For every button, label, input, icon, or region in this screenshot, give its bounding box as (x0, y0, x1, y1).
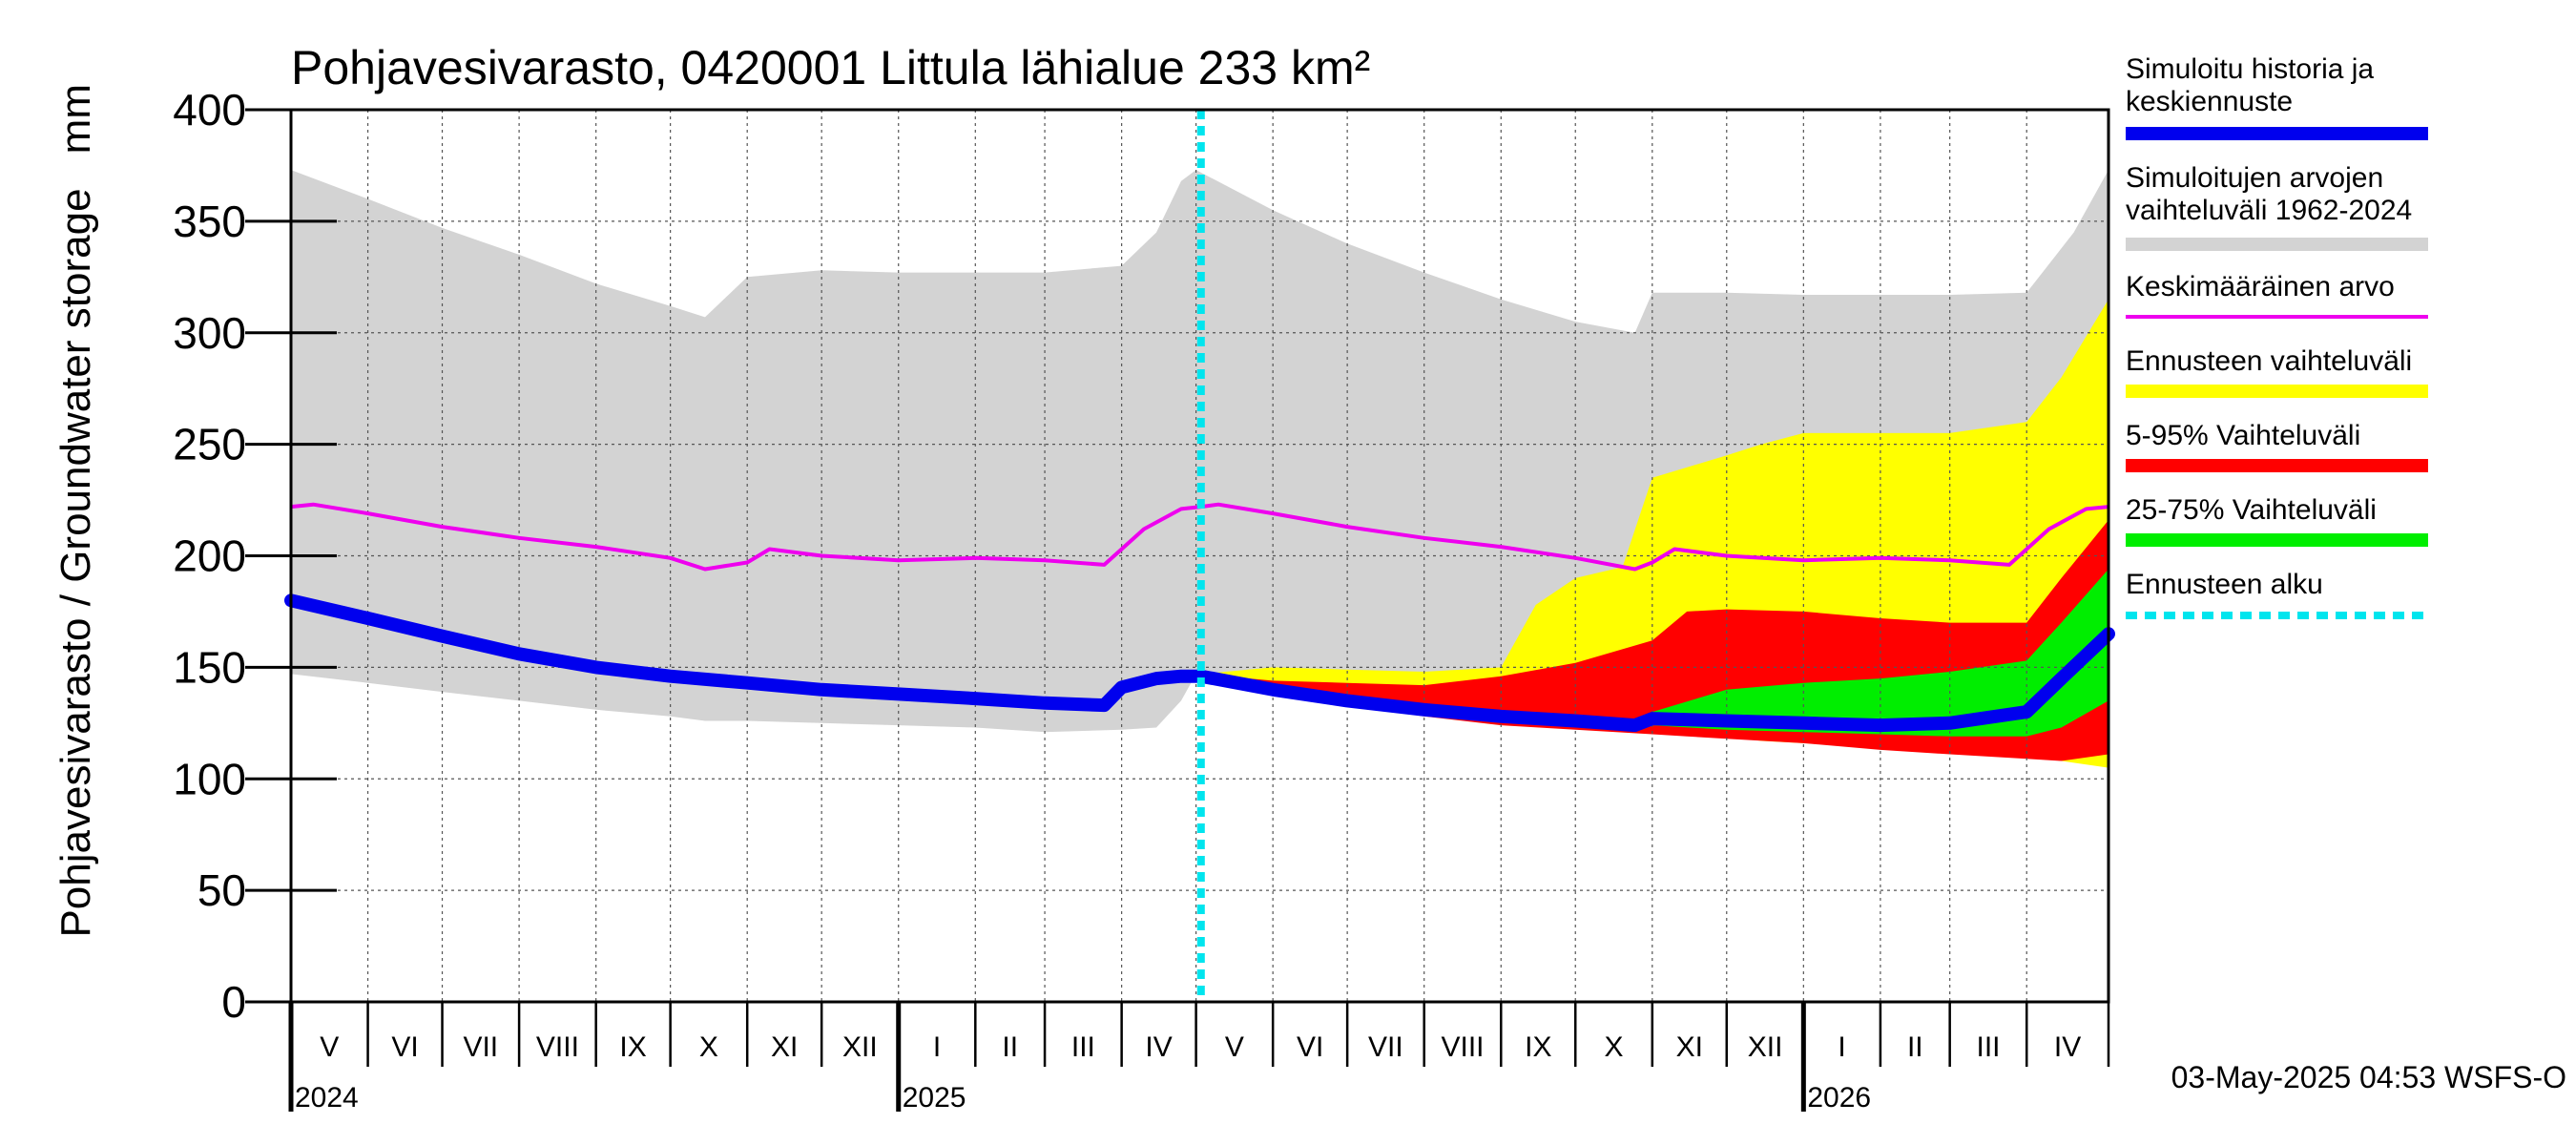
legend-label-forecast_start: Ennusteen alku (2126, 569, 2323, 600)
y-tick-label: 100 (173, 754, 246, 803)
x-month-label: XII (842, 1031, 878, 1063)
x-month-label: IV (2054, 1031, 2081, 1063)
legend-label-history: Simuloitu historia ja (2126, 53, 2374, 85)
legend-label-mean: Keskimääräinen arvo (2126, 271, 2395, 302)
x-month-label: XII (1748, 1031, 1783, 1063)
x-year-label: 2026 (1807, 1082, 1871, 1114)
y-axis-label: Pohjavesivarasto / Groundwater storage (52, 188, 99, 937)
x-month-label: VIII (536, 1031, 579, 1063)
y-tick-label: 350 (173, 197, 246, 246)
x-month-label: V (1225, 1031, 1244, 1063)
x-month-label: X (1604, 1031, 1623, 1063)
x-month-label: IV (1145, 1031, 1172, 1063)
x-month-label: VI (1297, 1031, 1323, 1063)
y-axis-unit: mm (52, 84, 99, 154)
legend-label-p25_75: 25-75% Vaihteluväli (2126, 494, 2377, 526)
band-p25_75 (1622, 569, 2109, 737)
x-year-label: 2025 (903, 1082, 966, 1114)
x-month-label: XI (1676, 1031, 1703, 1063)
x-month-label: I (933, 1031, 941, 1063)
series-lines (284, 110, 2115, 1002)
y-tick-label: 200 (173, 531, 246, 581)
x-month-label: I (1838, 1031, 1845, 1063)
x-month-label: VI (391, 1031, 418, 1063)
y-tick-label: 0 (221, 977, 246, 1027)
x-month-label: VII (463, 1031, 498, 1063)
x-month-label: XI (771, 1031, 798, 1063)
x-month-label: II (1907, 1031, 1923, 1063)
series-history (284, 593, 2115, 733)
y-tick-label: 300 (173, 308, 246, 358)
x-month-label: III (1071, 1031, 1095, 1063)
x-month-label: VII (1368, 1031, 1403, 1063)
x-month-label: X (699, 1031, 718, 1063)
y-tick-label: 400 (173, 85, 246, 135)
y-tick-label: 150 (173, 642, 246, 692)
y-tick-label: 50 (197, 865, 246, 915)
y-tick-label: 250 (173, 420, 246, 469)
legend-label-forecast_range: Ennusteen vaihteluväli (2126, 345, 2412, 377)
x-month-label: VIII (1441, 1031, 1484, 1063)
chart-title: Pohjavesivarasto, 0420001 Littula lähial… (291, 41, 1370, 94)
legend-label-range: Simuloitujen arvojen (2126, 162, 2383, 194)
timestamp-footer: 03-May-2025 04:53 WSFS-O (2171, 1060, 2566, 1094)
x-month-label: V (320, 1031, 339, 1063)
x-month-label: IX (1525, 1031, 1551, 1063)
grid-lines (291, 109, 2109, 1002)
legend-label-history: keskiennuste (2126, 86, 2293, 117)
legend-label-p5_95: 5-95% Vaihteluväli (2126, 420, 2360, 451)
legend-label-range: vaihteluväli 1962-2024 (2126, 195, 2412, 226)
x-month-label: III (1976, 1031, 2000, 1063)
x-month-label: IX (619, 1031, 646, 1063)
x-month-label: II (1002, 1031, 1018, 1063)
x-year-label: 2024 (295, 1082, 359, 1114)
